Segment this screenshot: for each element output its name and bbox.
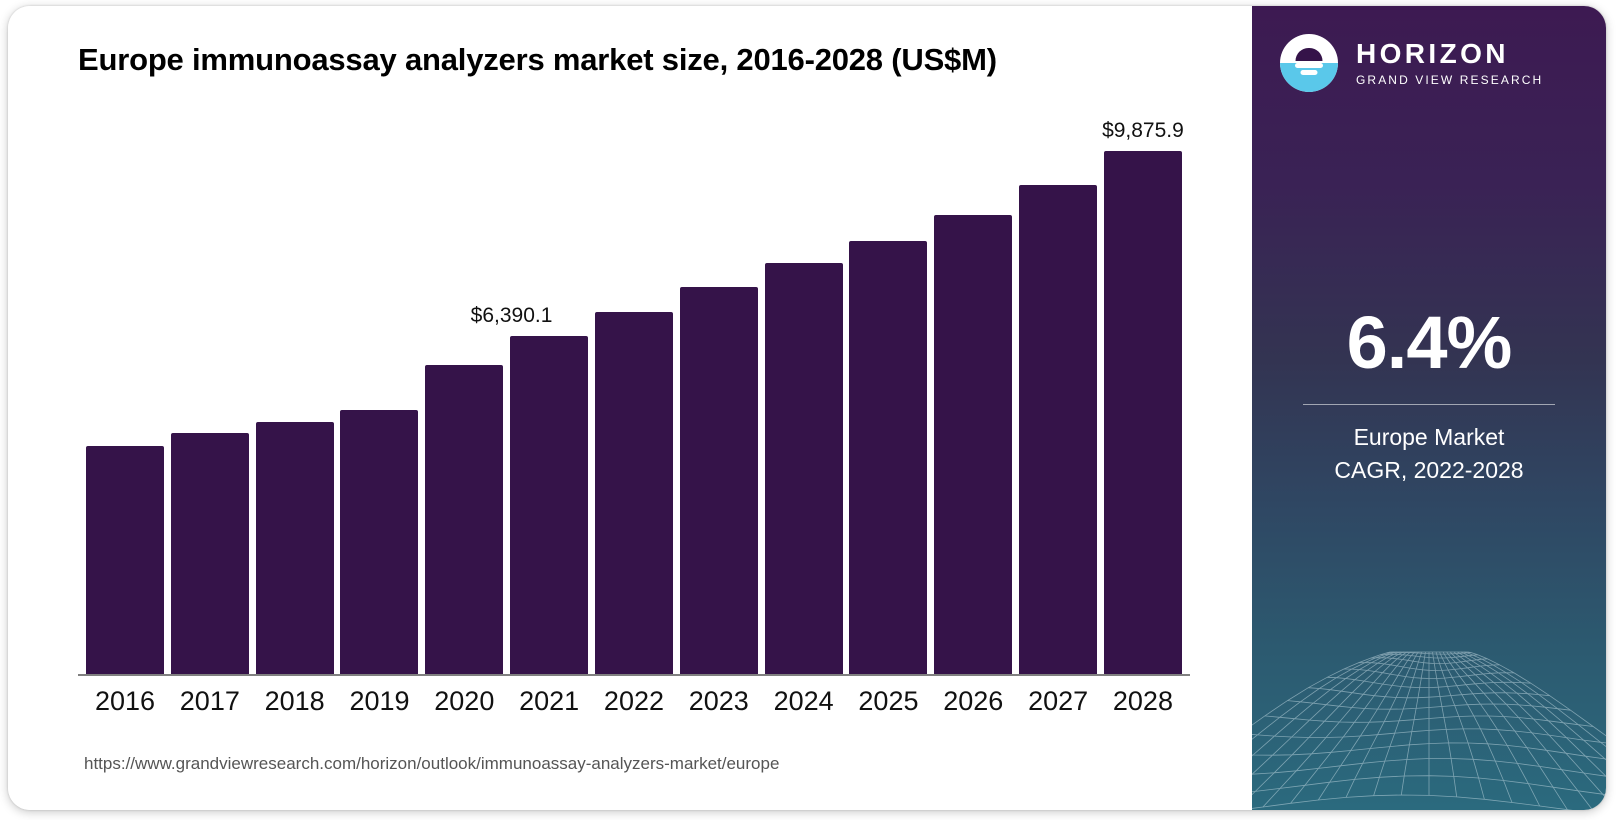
bar-slot [934, 102, 1013, 674]
bar[interactable] [594, 311, 673, 674]
bar-slot [1019, 102, 1098, 674]
bar[interactable] [86, 445, 164, 674]
bar[interactable] [764, 262, 843, 674]
cagr-caption: Europe Market CAGR, 2022-2028 [1252, 421, 1606, 488]
x-axis-tick-label: 2021 [519, 686, 580, 716]
cagr-caption-line-1: Europe Market [1353, 424, 1505, 450]
logo-dome-shape [1295, 47, 1323, 62]
brand-wordmark: HORIZON GRAND VIEW RESEARCH [1356, 38, 1544, 87]
x-axis-tick-label: 2025 [858, 686, 919, 716]
bar[interactable] [679, 287, 758, 674]
x-axis-tick-label: 2027 [1028, 686, 1089, 716]
bar-slot: $9,875.9 [1102, 102, 1184, 674]
brand-tagline: GRAND VIEW RESEARCH [1356, 72, 1544, 87]
bar-slot [679, 102, 758, 674]
bar-slot [255, 102, 334, 674]
x-axis-tick-label: 2023 [688, 686, 749, 716]
x-axis-tick-label: 2018 [264, 686, 325, 716]
x-axis-tick-label: 2016 [94, 686, 156, 716]
cagr-stat-block: 6.4% Europe Market CAGR, 2022-2028 [1252, 306, 1606, 488]
x-axis-line [78, 674, 1190, 676]
bar[interactable] [170, 433, 249, 674]
horizon-circle-logo-icon [1280, 34, 1338, 92]
bar-value-label: $9,875.9 [1102, 118, 1184, 142]
stat-divider [1303, 404, 1555, 405]
bar-slot [425, 102, 504, 674]
bar-slot: $6,390.1 [471, 102, 589, 674]
report-card: Europe immunoassay analyzers market size… [8, 6, 1606, 810]
logo-bar-upper [1295, 63, 1323, 68]
brand-logo: HORIZON GRAND VIEW RESEARCH [1280, 34, 1543, 92]
bar-slot [170, 102, 249, 674]
bar-slot [594, 102, 673, 674]
bar-slot [86, 102, 164, 674]
bar-slot [340, 102, 419, 674]
bar-chart-plot-area: $6,390.1 $9,875.9 [78, 102, 1190, 674]
bar[interactable] [934, 215, 1013, 674]
bar[interactable] [1103, 150, 1182, 674]
bar[interactable] [340, 410, 419, 674]
x-axis-tick-label: 2028 [1112, 686, 1173, 716]
perspective-wireframe-mesh-icon [1252, 651, 1606, 810]
bar[interactable] [425, 364, 504, 674]
brand-name: HORIZON [1356, 38, 1509, 70]
x-axis-tick-label: 2020 [434, 686, 495, 716]
bar-value-label: $6,390.1 [470, 303, 553, 327]
bar[interactable] [255, 421, 334, 674]
x-axis-tick-label: 2024 [773, 686, 834, 716]
cagr-caption-line-2: CAGR, 2022-2028 [1334, 457, 1524, 484]
x-axis-tick-label: 2019 [349, 686, 410, 716]
stat-sidebar: HORIZON GRAND VIEW RESEARCH 6.4% Europe … [1252, 6, 1606, 810]
cagr-value: 6.4% [1346, 301, 1513, 384]
x-axis-tick-label: 2026 [943, 686, 1004, 716]
bar-slot [849, 102, 928, 674]
bar[interactable] [849, 240, 928, 674]
bar-slot [764, 102, 843, 674]
x-axis-tick-labels: 2016 2017 2018 2019 2020 2021 2022 2023 2024 2025… [78, 686, 1190, 717]
bar[interactable] [510, 335, 589, 674]
source-url[interactable]: https://www.grandviewresearch.com/horizo… [84, 754, 780, 773]
chart-title: Europe immunoassay analyzers market size… [78, 42, 997, 77]
logo-bar-lower [1300, 69, 1318, 75]
x-axis-tick-label: 2017 [179, 686, 240, 716]
bar-series: $6,390.1 $9,875.9 [78, 102, 1190, 674]
x-axis-tick-label: 2022 [603, 686, 664, 716]
chart-panel: Europe immunoassay analyzers market size… [8, 6, 1252, 810]
bar[interactable] [1019, 184, 1098, 674]
